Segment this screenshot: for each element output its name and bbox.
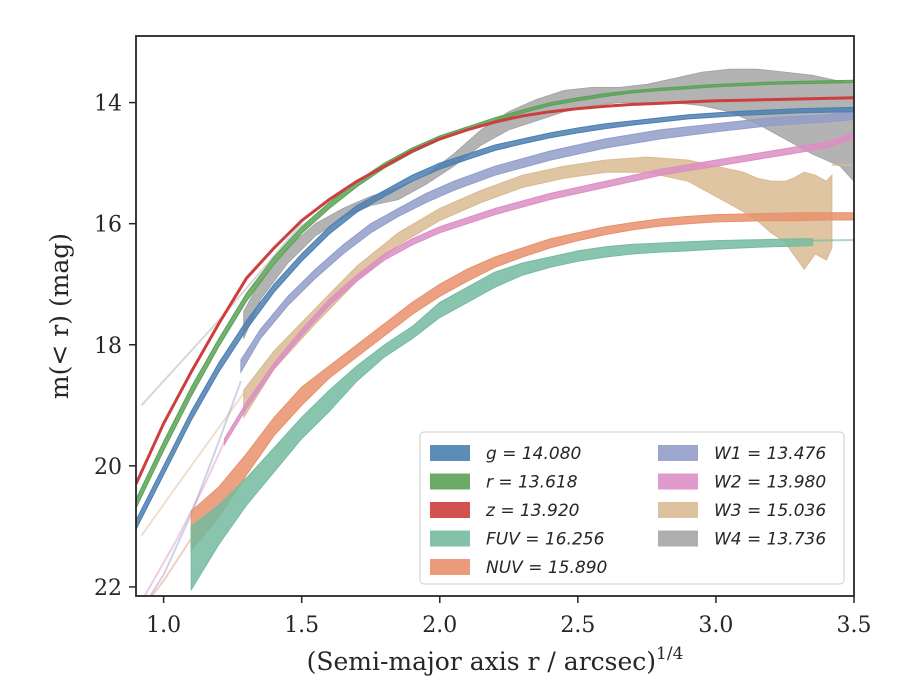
x-tick-label: 3.5 (837, 613, 872, 638)
series-r (136, 79, 854, 509)
legend-swatch (658, 530, 698, 547)
series-w3-band (243, 156, 833, 420)
legend-box (419, 431, 845, 585)
legend-swatch (658, 445, 698, 461)
y-tick-label: 20 (94, 455, 122, 480)
legend-entry-r: r = 13.618 (430, 473, 578, 493)
legend-label: g = 14.080 (486, 444, 581, 464)
x-axis-title: (Semi-major axis r / arcsec)1/4 (307, 644, 684, 676)
series-w2-extrapolation (143, 441, 226, 596)
legend-swatch (430, 559, 470, 575)
y-axis: 14 16 18 20 22 (94, 92, 136, 601)
legend-label: W2 = 13.980 (714, 473, 826, 493)
legend-label: FUV = 16.256 (486, 530, 605, 550)
y-tick-label: 14 (94, 92, 122, 117)
y-axis-title: m(< r) (mag) (45, 233, 74, 399)
series-w4-extrapolation (140, 223, 303, 406)
x-axis-title-main: (Semi-major axis r / arcsec) (307, 647, 656, 676)
series-fuv-tail (812, 239, 854, 242)
legend-label: W4 = 13.736 (714, 530, 826, 550)
legend-entry-w4: W4 = 13.736 (658, 530, 826, 550)
series-fuv (190, 238, 854, 592)
x-tick-label: 2.0 (422, 613, 457, 638)
x-tick-label: 1.5 (284, 613, 319, 638)
series-nuv (150, 212, 854, 596)
series-w2-band (223, 132, 854, 447)
legend-label: W3 = 15.036 (714, 501, 826, 521)
legend-entry-w2: W2 = 13.980 (658, 473, 826, 493)
series-g-band (136, 106, 854, 530)
series-layer (136, 68, 854, 596)
legend-swatch (430, 473, 470, 490)
legend-swatch (658, 473, 698, 490)
series-nuv-extrapolation (150, 537, 193, 596)
x-axis-title-exponent: 1/4 (656, 644, 683, 664)
legend-entry-w3: W3 = 15.036 (658, 501, 826, 521)
series-g (136, 106, 854, 530)
series-z (136, 96, 854, 485)
legend-entry-w1: W1 = 13.476 (658, 444, 826, 464)
legend-entry-g: g = 14.080 (430, 444, 581, 464)
legend-label: r = 13.618 (486, 473, 578, 493)
series-z-line (136, 96, 854, 485)
series-w3-extrapolation (140, 392, 245, 537)
plot-frame (135, 35, 855, 597)
y-tick-label: 22 (94, 576, 122, 601)
series-fuv-band (190, 238, 814, 592)
legend-entry-z: z = 13.920 (430, 501, 579, 521)
legend-entry-nuv: NUV = 15.890 (430, 558, 607, 578)
legend-entry-fuv: FUV = 16.256 (430, 530, 605, 550)
legend-swatch (430, 502, 470, 518)
x-axis: 1.0 1.5 2.0 2.5 3.0 3.5 (146, 596, 872, 638)
legend-label: W1 = 13.476 (714, 444, 826, 464)
legend-label: NUV = 15.890 (486, 558, 607, 578)
legend-swatch (430, 445, 470, 461)
series-nuv-band (190, 212, 854, 552)
y-tick-label: 16 (94, 213, 122, 238)
legend: g = 14.080 r = 13.618 z = 13.920 FUV = 16.2… (419, 431, 845, 585)
series-w2 (143, 132, 854, 596)
x-tick-label: 2.5 (560, 613, 595, 638)
series-r-band (136, 79, 854, 509)
x-tick-label: 1.0 (146, 613, 181, 638)
legend-label: z = 13.920 (485, 501, 579, 521)
series-w1-band (240, 111, 854, 374)
legend-swatch (430, 530, 470, 547)
x-tick-label: 3.0 (698, 613, 733, 638)
y-tick-label: 18 (94, 334, 122, 359)
series-w3 (140, 156, 854, 537)
legend-swatch (658, 502, 698, 518)
